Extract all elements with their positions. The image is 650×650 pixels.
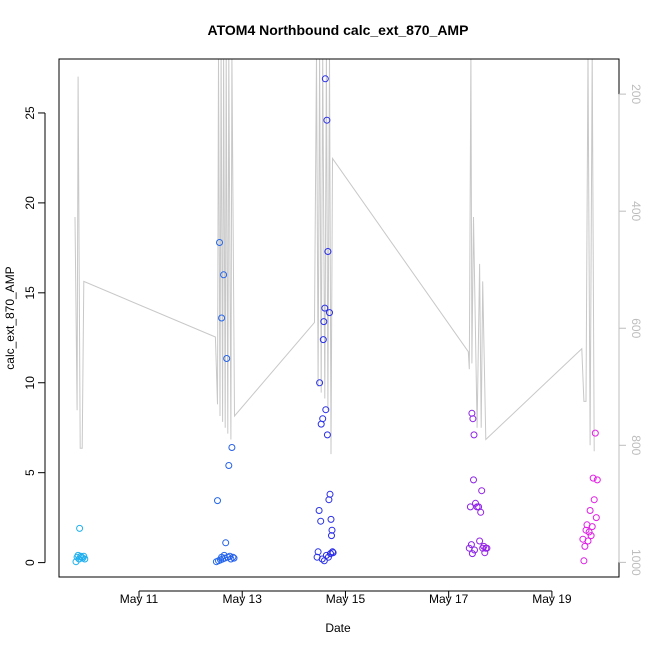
data-point [322, 406, 330, 414]
data-point [478, 487, 486, 495]
x-tick-label: May 11 [120, 592, 159, 606]
data-point [591, 429, 599, 437]
data-point [483, 544, 491, 552]
data-point [329, 549, 337, 557]
data-point [223, 355, 231, 362]
scatter-points [72, 75, 601, 566]
data-point [220, 271, 228, 279]
x-tick-label: May 19 [532, 592, 572, 606]
data-point [467, 541, 475, 549]
y2-tick-label: 600 [629, 318, 643, 338]
chart-title: ATOM4 Northbound calc_ext_870_AMP [208, 22, 469, 38]
data-point [326, 490, 334, 498]
y-tick-label: 5 [23, 469, 37, 476]
data-point [323, 431, 331, 439]
y-tick-label: 20 [23, 196, 37, 210]
data-point [477, 508, 485, 516]
y-tick-label: 0 [23, 559, 37, 566]
data-point [470, 431, 478, 439]
data-point [468, 550, 476, 558]
data-point [586, 507, 594, 514]
data-point [328, 532, 335, 540]
data-point [589, 474, 597, 482]
bottom-axis: May 11 May 13 May 15 May 17 May 19 [120, 590, 572, 606]
x-tick-label: May 17 [429, 592, 469, 606]
data-point [320, 318, 328, 326]
data-point [214, 497, 221, 505]
y-axis-label: calc_ext_870_AMP [3, 266, 17, 369]
data-point [323, 116, 331, 124]
data-point [585, 528, 593, 536]
data-point [471, 546, 478, 554]
data-point [317, 517, 325, 525]
data-point [581, 542, 589, 550]
data-point [229, 553, 237, 561]
data-point [222, 539, 230, 547]
data-point [322, 551, 330, 559]
data-point [324, 553, 332, 561]
y2-tick-label: 200 [629, 84, 643, 104]
data-point [470, 476, 477, 484]
data-point [466, 503, 474, 511]
data-point [469, 415, 477, 423]
data-point [81, 555, 89, 563]
right-axis: 200 400 600 800 1000 [618, 84, 643, 576]
data-point [580, 557, 588, 565]
data-point [225, 462, 233, 469]
data-point [476, 537, 484, 545]
data-point [76, 524, 84, 532]
y-tick-label: 10 [23, 376, 37, 390]
data-point [590, 496, 598, 504]
secondary-series-line [74, 59, 595, 455]
data-point [315, 507, 323, 514]
data-point [328, 526, 336, 534]
data-point [227, 555, 235, 563]
data-point [324, 248, 332, 255]
data-point [592, 514, 600, 522]
data-point [321, 75, 329, 83]
y-tick-label: 15 [23, 286, 37, 300]
data-point [220, 551, 228, 559]
y2-tick-label: 800 [629, 435, 643, 455]
secondary-line-layer [74, 59, 595, 455]
data-point [481, 549, 489, 557]
y2-tick-label: 400 [629, 201, 643, 221]
data-point [230, 554, 238, 562]
data-point [318, 555, 326, 563]
data-point [228, 444, 236, 451]
data-point [584, 537, 592, 545]
data-point [588, 523, 596, 531]
data-point [326, 309, 333, 317]
data-point [314, 548, 322, 556]
data-point [587, 532, 595, 540]
data-point [218, 314, 226, 322]
data-point [319, 336, 327, 344]
data-point [319, 415, 327, 423]
x-tick-label: May 15 [326, 592, 366, 606]
x-axis-label: Date [325, 621, 351, 635]
left-axis: 0 5 10 15 20 25 [23, 106, 46, 566]
data-point [593, 476, 601, 484]
data-point [479, 544, 487, 552]
plot-frame [58, 58, 620, 578]
data-point [321, 304, 329, 312]
data-point [327, 515, 335, 523]
y-tick-label: 25 [23, 106, 37, 120]
data-point [316, 379, 324, 387]
data-point [216, 239, 223, 246]
x-tick-label: May 13 [223, 592, 263, 606]
y2-tick-label: 1000 [629, 549, 643, 576]
